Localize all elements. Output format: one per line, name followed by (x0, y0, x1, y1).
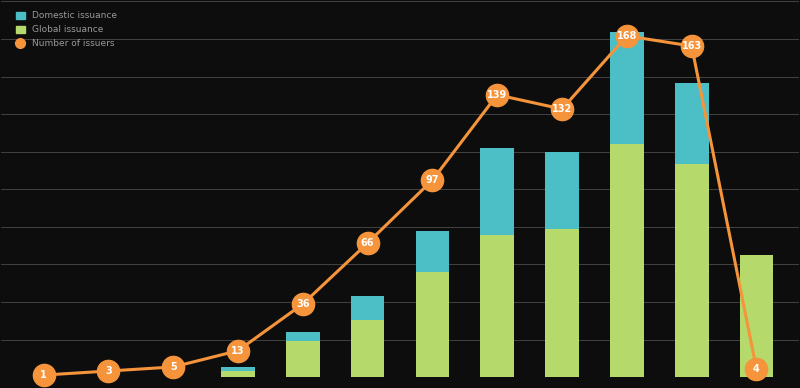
Bar (350, 296, 385, 320)
Text: 66: 66 (361, 238, 374, 248)
Bar (675, 164, 709, 377)
Bar (221, 367, 255, 371)
Bar (350, 320, 385, 377)
Text: 139: 139 (487, 90, 507, 100)
Legend: Domestic issuance, Global issuance, Number of issuers: Domestic issuance, Global issuance, Numb… (14, 10, 118, 50)
Bar (221, 371, 255, 377)
Text: 13: 13 (231, 346, 245, 356)
Bar (480, 147, 514, 235)
Text: 97: 97 (426, 175, 439, 185)
Text: 163: 163 (682, 41, 702, 51)
Bar (415, 231, 450, 272)
Bar (415, 272, 450, 377)
Bar (610, 144, 644, 377)
Bar (480, 235, 514, 377)
Text: 36: 36 (296, 299, 310, 309)
Bar (675, 83, 709, 164)
Bar (610, 32, 644, 144)
Bar (286, 333, 320, 341)
Text: 132: 132 (552, 104, 572, 114)
Bar (286, 341, 320, 377)
Text: 168: 168 (617, 31, 637, 41)
Bar (740, 255, 774, 377)
Text: 3: 3 (105, 366, 112, 376)
Text: 5: 5 (170, 362, 177, 372)
Bar (545, 229, 579, 377)
Bar (545, 152, 579, 229)
Text: 1: 1 (40, 370, 47, 380)
Text: 4: 4 (753, 364, 760, 374)
